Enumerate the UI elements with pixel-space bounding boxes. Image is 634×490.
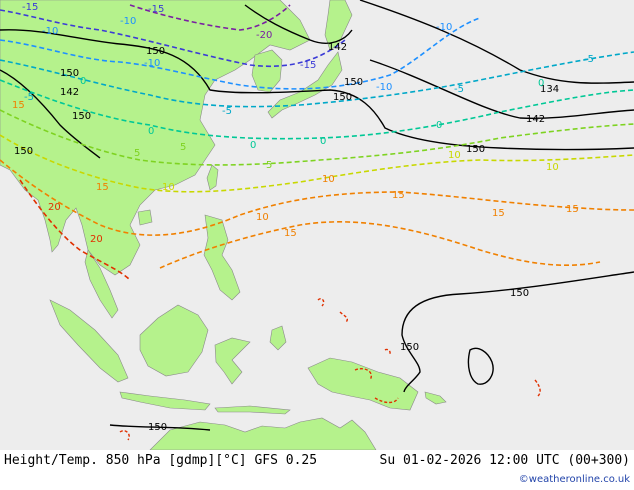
temp-label-29: 5	[180, 142, 186, 153]
temp-label-30: 10	[162, 182, 175, 193]
land-hainan	[137, 209, 153, 226]
height-contour-150-asia-west	[0, 69, 101, 159]
isotherm-plus5	[0, 109, 634, 166]
temp-label-16: 0	[320, 136, 326, 147]
land-sulawesi	[214, 337, 251, 385]
land-java	[119, 391, 211, 411]
isotherm-minus5	[0, 51, 634, 108]
temp-label-6: -15	[300, 60, 316, 71]
height-label-150-f: 150	[148, 422, 167, 433]
height-contour-142-east	[369, 59, 634, 120]
isotherm-plus15-south	[159, 221, 601, 269]
height-label-150-g: 150	[60, 68, 79, 79]
height-label-134: 134	[540, 84, 559, 95]
temp-label-5: -20	[256, 30, 272, 41]
temp-label-20: 0	[538, 78, 544, 89]
temp-label-33: 15	[566, 204, 579, 215]
weather-map: 150 142 150 142 134 150 142 150 150 150 …	[0, 0, 634, 450]
temp-label-31: 10	[256, 212, 269, 223]
height-island-outline	[467, 347, 494, 385]
warm-patch-3	[354, 368, 372, 381]
height-label-150-i: 150	[14, 146, 33, 157]
warm-patch-1	[317, 297, 325, 307]
height-contour-150-tasman	[109, 424, 211, 431]
temp-label-21: 0	[80, 76, 86, 87]
temp-label-18: 5	[134, 148, 140, 159]
temp-label-34: 10	[448, 150, 461, 161]
height-label-142-c: 142	[526, 114, 545, 125]
temp-label-19: 0	[148, 126, 154, 137]
isotherm-plus15	[0, 159, 634, 236]
land-sumatra	[49, 299, 129, 383]
warm-patch-7	[384, 348, 391, 356]
temp-label-27: 20	[90, 234, 103, 245]
isotherm-minus10	[0, 17, 481, 90]
height-label-150-c: 150	[466, 144, 485, 155]
height-contour-150-north	[0, 29, 634, 151]
isotherm-plus20	[19, 179, 131, 281]
height-label-150-b: 150	[333, 92, 352, 103]
warm-patch-4	[374, 397, 399, 404]
land-halmahera	[269, 325, 287, 351]
temp-label-22: 10	[322, 174, 335, 185]
temp-label-12: -5	[584, 54, 594, 65]
land-australia-north	[149, 417, 377, 450]
land-philippines	[203, 214, 241, 301]
land-solomon-islands	[424, 391, 447, 405]
temp-label-28: 15	[12, 100, 25, 111]
temp-label-7: -10	[436, 22, 452, 33]
temp-label-9: -5	[222, 106, 232, 117]
height-contour-150-southeast	[401, 271, 634, 393]
height-label-150-d: 150	[510, 288, 529, 299]
land-korea	[251, 49, 283, 93]
isotherm-minus15	[0, 9, 346, 68]
temp-label-8: -10	[376, 82, 392, 93]
temp-label-15: 0	[250, 140, 256, 151]
temp-label-35: 15	[96, 182, 109, 193]
temp-label-3: -10	[42, 26, 58, 37]
temp-label-23: 10	[546, 162, 559, 173]
map-title-caption: Height/Temp. 850 hPa [gdmp][°C] GFS 0.25	[4, 453, 318, 468]
temp-label-2: -15	[148, 4, 164, 15]
temp-label-17: 5	[266, 160, 272, 171]
temp-label-14: -5	[24, 92, 34, 103]
height-contour-142-japan	[244, 4, 353, 44]
credit-link[interactable]: ©weatheronline.co.uk	[518, 474, 630, 485]
land-new-guinea	[307, 357, 419, 411]
warm-patch-6	[534, 379, 541, 397]
isotherm-plus10	[0, 134, 634, 193]
temp-label-24: 15	[392, 190, 405, 201]
isotherm-minus20	[129, 4, 291, 31]
temp-label-32: 15	[284, 228, 297, 239]
height-label-142-japan: 142	[328, 42, 347, 53]
height-label-150-j: 150	[344, 77, 363, 88]
temp-label-26: 20	[48, 202, 61, 213]
temp-label-4: -10	[120, 16, 136, 27]
land-borneo	[139, 304, 209, 377]
height-label-150-h: 150	[72, 111, 91, 122]
height-label-150-a: 150	[146, 46, 165, 57]
temp-label-11: -5	[454, 84, 464, 95]
height-label-142-d: 142	[60, 87, 79, 98]
temp-label-25: 15	[492, 208, 505, 219]
temp-label-10: -10	[144, 58, 160, 69]
land-japan-honshu	[267, 51, 343, 119]
temp-label-13: 0	[436, 120, 442, 131]
land-taiwan	[206, 164, 219, 191]
warm-patch-2	[339, 311, 348, 323]
land-lesser-sunda	[214, 405, 291, 415]
temp-label-1: -15	[22, 2, 38, 13]
forecast-time-caption: Su 01-02-2026 12:00 UTC (00+300)	[379, 453, 630, 468]
height-contour-134	[359, 0, 634, 84]
land-malay-peninsula	[84, 249, 119, 319]
warm-patch-5	[119, 430, 130, 441]
height-label-150-e: 150	[400, 342, 419, 353]
